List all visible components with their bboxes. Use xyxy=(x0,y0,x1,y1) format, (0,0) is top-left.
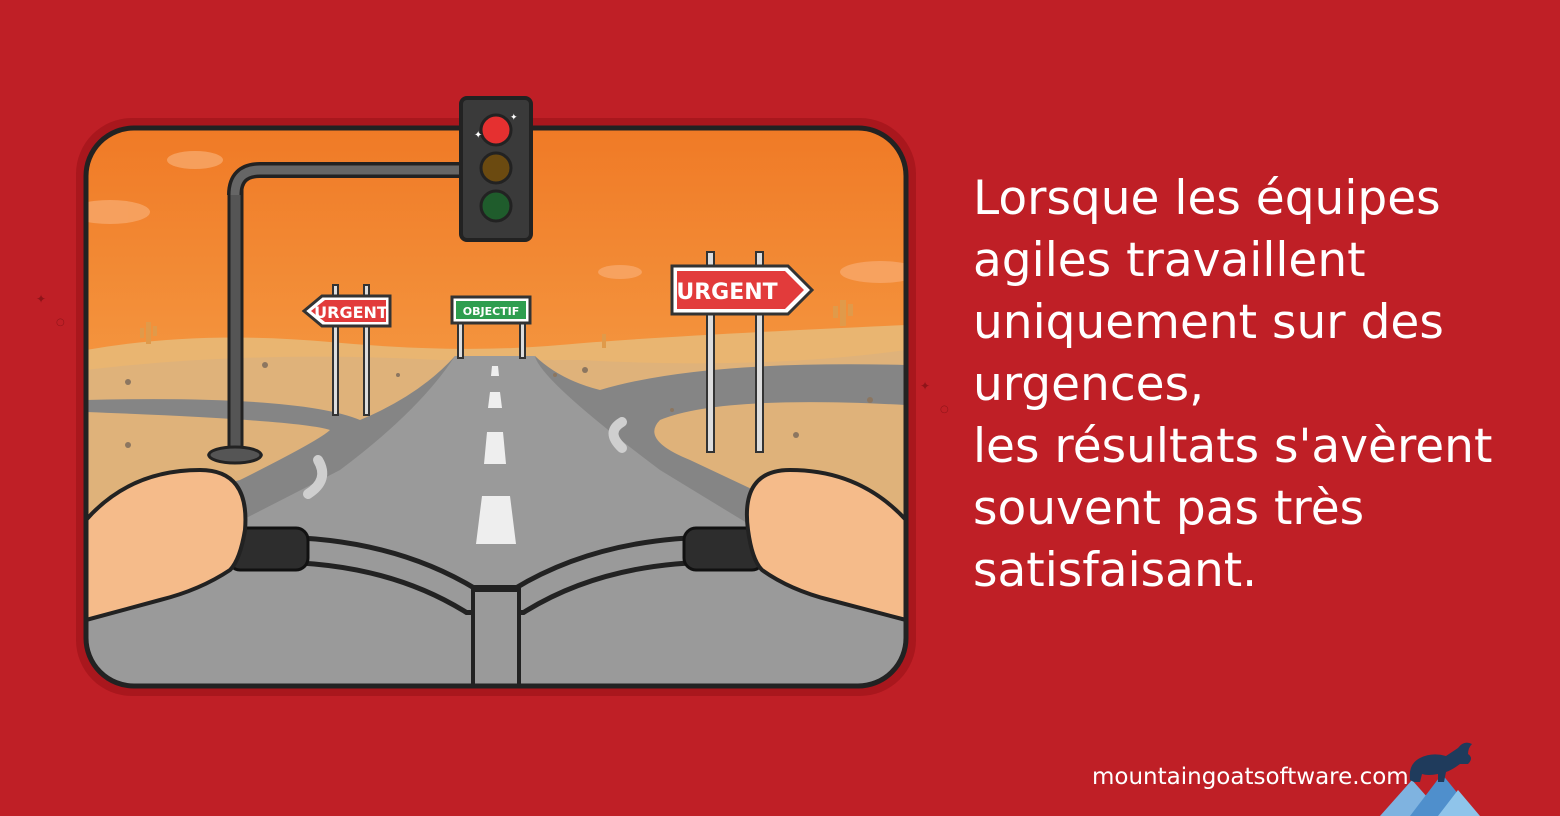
traffic-light: ✦ ✦ xyxy=(459,96,533,242)
stones xyxy=(125,362,873,448)
amber-light-icon xyxy=(479,151,513,185)
traffic-light-pole xyxy=(207,162,462,465)
svg-text:○: ○ xyxy=(56,317,65,328)
svg-text:○: ○ xyxy=(940,404,949,415)
svg-text:✦: ✦ xyxy=(474,130,482,141)
mountain-goat-logo-icon xyxy=(1380,742,1480,816)
sparkle-decorations: ✦ ○ ✦ ○ xyxy=(36,292,949,415)
scene: URGENT OBJECTIF URGENT xyxy=(86,128,906,686)
sign-left-label: URGENT xyxy=(314,303,388,322)
quote-line-3: uniquement sur des xyxy=(973,295,1444,350)
svg-text:✦: ✦ xyxy=(36,292,46,306)
quote-line-5: les résultats s'avèrent xyxy=(973,419,1493,474)
cacti xyxy=(140,300,853,348)
bike-crossroads-illustration: URGENT OBJECTIF URGENT xyxy=(36,96,949,696)
sign-right-urgent: URGENT xyxy=(670,251,815,453)
bike-handlebar xyxy=(226,526,766,686)
quote-line-7: satisfaisant. xyxy=(973,543,1258,598)
sign-center-objectif: OBJECTIF xyxy=(450,295,532,359)
road-dashes xyxy=(476,366,516,544)
quote-line-4: urgences, xyxy=(973,357,1205,412)
quote-line-6: souvent pas très xyxy=(973,481,1365,536)
clouds xyxy=(86,151,906,283)
green-light-icon xyxy=(479,189,513,223)
footer-url[interactable]: mountaingoatsoftware.com xyxy=(1092,764,1409,790)
turn-arrows xyxy=(303,417,627,499)
hands xyxy=(86,467,906,623)
red-light-icon xyxy=(479,113,513,147)
quote-line-2: agiles travaillent xyxy=(973,233,1366,288)
svg-text:✦: ✦ xyxy=(920,379,930,393)
svg-text:✦: ✦ xyxy=(510,113,518,123)
quote-line-1: Lorsque les équipes xyxy=(973,171,1441,226)
quote-text: Lorsque les équipes agiles travaillent u… xyxy=(973,168,1543,602)
sign-center-label: OBJECTIF xyxy=(463,305,520,318)
sign-right-label: URGENT xyxy=(676,280,777,305)
sign-left-urgent: URGENT xyxy=(301,284,392,416)
